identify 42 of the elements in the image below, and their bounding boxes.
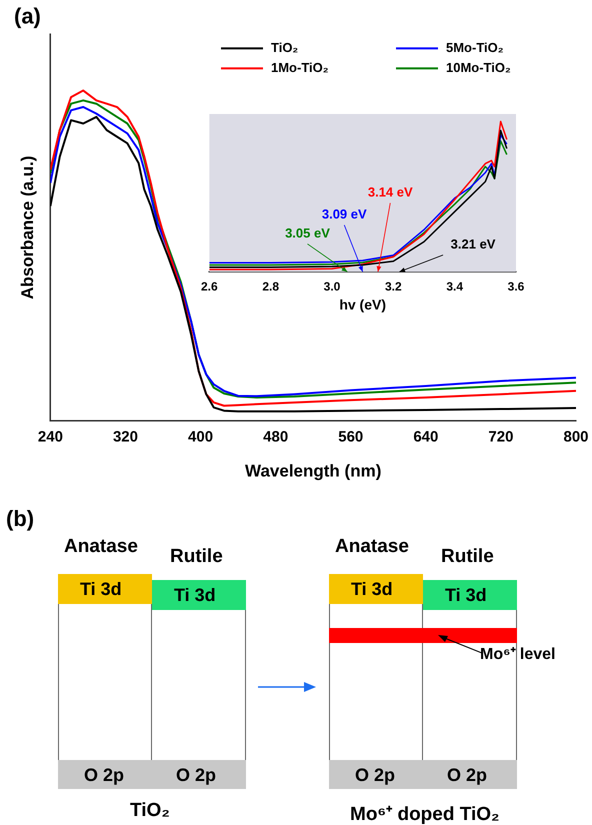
legend-label: 5Mo-TiO₂ [446,40,504,55]
text: Anatase [64,536,138,558]
x-tick-label: 2.8 [262,279,280,294]
x-tick-label: 240 [38,428,63,446]
text: O 2p [355,765,396,786]
text: O 2p [447,765,488,786]
text: Rutile [441,546,494,568]
x-tick-label: 3.0 [324,279,341,294]
x-tick-label: 560 [338,428,364,446]
text: Mo⁶⁺ doped TiO₂ [350,803,500,825]
text: Rutile [170,546,223,568]
annotation: 3.09 eV [322,206,367,222]
x-tick-label: 720 [488,428,514,446]
text: O 2p [176,765,216,786]
chart-title: (a) [14,3,41,28]
text: Ti 3d [351,579,393,600]
x-tick-label: 3.6 [508,279,525,294]
y-axis-title: Absorbance (a.u.) [18,156,37,300]
text: TiO₂ [130,800,170,822]
x-tick-label: 2.6 [200,279,218,294]
x-tick-label: 800 [563,428,589,446]
annotation: 3.14 eV [368,184,413,200]
text: O 2p [84,765,124,786]
text: Mo⁶⁺ level [480,645,556,664]
x-tick-label: 480 [263,428,288,446]
annotation: 3.05 eV [285,226,330,241]
annotation: 3.21 eV [450,236,496,252]
legend-label: TiO₂ [271,40,298,55]
x-axis-title: Wavelength (nm) [245,461,382,480]
legend-label: 1Mo-TiO₂ [271,60,329,75]
x-tick-label: 400 [188,428,214,446]
x-axis-title: hv (eV) [339,296,386,312]
x-tick-label: 640 [413,428,438,446]
x-tick-label: 3.4 [446,279,464,294]
x-tick-label: 320 [112,428,138,446]
legend-label: 10Mo-TiO₂ [446,60,511,75]
text: Ti 3d [445,585,487,606]
text: Ti 3d [174,585,216,606]
text: Anatase [335,536,409,558]
x-tick-label: 3.2 [384,279,402,294]
text: Ti 3d [80,579,122,600]
text: (b) [6,506,34,532]
